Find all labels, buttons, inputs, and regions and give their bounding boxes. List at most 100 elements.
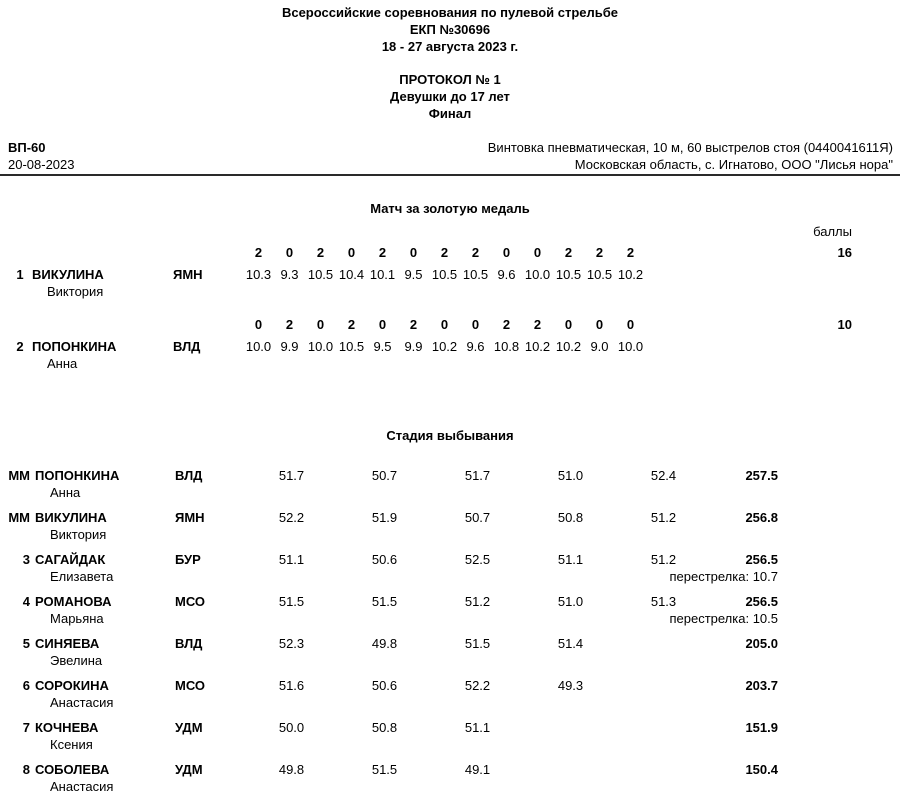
elim-second-line: Эвелина [0, 652, 900, 669]
elim-shootoff: перестрелка: 10.5 [669, 611, 778, 626]
elimination-rows: ММ ПОПОНКИНА ВЛД 51.7 50.7 51.7 51.0 52.4 25… [0, 467, 900, 795]
elim-surname: ВИКУЛИНА [35, 510, 107, 525]
match-points-spacer [8, 244, 243, 261]
match-rank: 2 [16, 339, 24, 354]
match-total-points: 10 [837, 317, 852, 332]
elim-total: 256.5 [745, 552, 778, 567]
elim-total: 150.4 [745, 762, 778, 777]
shot-value: 9.5 [404, 267, 423, 282]
series-value: 49.8 [278, 762, 305, 777]
series-value: 51.5 [371, 594, 398, 609]
elim-second-line: Ксения [0, 736, 900, 753]
stage-label: Финал [428, 106, 472, 121]
shot-value: 9.3 [280, 267, 299, 282]
elim-main-line: ММ ВИКУЛИНА ЯМН 52.2 51.9 50.7 50.8 51.2 256… [0, 509, 900, 526]
series-value: 49.3 [557, 678, 584, 693]
shot-point-value: 0 [471, 317, 480, 332]
elimination-row: ММ ВИКУЛИНА ЯМН 52.2 51.9 50.7 50.8 51.2 256… [0, 509, 900, 543]
elim-second-line: Марьяна перестрелка: 10.5 [0, 610, 900, 627]
elim-second-line: Анастасия [0, 778, 900, 795]
elim-rank-spacer [5, 484, 30, 501]
shot-value: 9.6 [497, 267, 516, 282]
elim-main-line: ММ ПОПОНКИНА ВЛД 51.7 50.7 51.7 51.0 52.4 25… [0, 467, 900, 484]
match-rank-spacer [8, 355, 32, 372]
shot-point-value: 0 [502, 245, 511, 260]
elimination-row: 7 КОЧНЕВА УДМ 50.0 50.8 51.1 151.9 Ксения [0, 719, 900, 753]
elim-firstname: Эвелина [50, 653, 103, 668]
shot-value: 10.2 [555, 339, 582, 354]
event-code: ВП-60 [8, 140, 46, 155]
shot-point-value: 0 [626, 317, 635, 332]
category-label: Девушки до 17 лет [390, 89, 510, 104]
elim-surname: СИНЯЕВА [35, 636, 100, 651]
shot-value: 10.5 [555, 267, 582, 282]
elim-rank-spacer [5, 778, 30, 795]
elim-main-line: 4 РОМАНОВА МСО 51.5 51.5 51.2 51.0 51.3 256.… [0, 593, 900, 610]
series-value: 51.2 [650, 552, 677, 567]
elim-region: УДМ [175, 762, 203, 777]
elim-region: МСО [175, 678, 206, 693]
series-value [617, 719, 710, 736]
elim-surname: СОБОЛЕВА [35, 762, 110, 777]
elim-second-line: Виктория [0, 526, 900, 543]
series-value: 50.8 [557, 510, 584, 525]
elim-rank: 6 [22, 678, 30, 693]
series-value [617, 635, 710, 652]
elim-rank: 5 [22, 636, 30, 651]
elim-total: 205.0 [745, 636, 778, 651]
event-date: 20-08-2023 [8, 157, 75, 172]
shot-value: 10.0 [524, 267, 551, 282]
series-value: 50.0 [278, 720, 305, 735]
shot-value: 10.5 [338, 339, 365, 354]
competition-code: ЕКП №30696 [409, 22, 491, 37]
competition-title: Всероссийские соревнования по пулевой ст… [281, 5, 619, 20]
elim-total: 151.9 [745, 720, 778, 735]
series-value: 51.2 [464, 594, 491, 609]
info-bar: ВП-60 20-08-2023 Винтовка пневматическая… [0, 139, 900, 176]
elim-rank-spacer [5, 694, 30, 711]
series-value: 51.1 [464, 720, 491, 735]
elim-rank: 3 [22, 552, 30, 567]
shot-point-value: 2 [533, 317, 542, 332]
match-surname: ВИКУЛИНА [32, 267, 104, 282]
series-value: 51.4 [557, 636, 584, 651]
info-left: ВП-60 20-08-2023 [8, 139, 75, 173]
shot-value: 10.0 [307, 339, 334, 354]
elim-rank: ММ [8, 510, 30, 525]
shot-point-value: 0 [564, 317, 573, 332]
series-value: 50.7 [371, 468, 398, 483]
elim-firstname: Анастасия [50, 695, 114, 710]
match-total-points: 16 [837, 245, 852, 260]
elim-total: 256.8 [745, 510, 778, 525]
match-region: ВЛД [173, 339, 201, 354]
shot-value: 10.5 [586, 267, 613, 282]
shot-value: 10.2 [431, 339, 458, 354]
shot-point-value: 0 [316, 317, 325, 332]
shot-point-value: 2 [316, 245, 325, 260]
info-right: Винтовка пневматическая, 10 м, 60 выстре… [488, 139, 893, 173]
elim-region: БУР [175, 552, 201, 567]
elim-firstname: Марьяна [50, 611, 104, 626]
elim-rank: ММ [8, 468, 30, 483]
elim-rank: 8 [22, 762, 30, 777]
elim-total: 256.5 [745, 594, 778, 609]
elim-rank-spacer [5, 736, 30, 753]
series-value [617, 677, 710, 694]
shot-value: 9.0 [590, 339, 609, 354]
series-value: 51.0 [557, 594, 584, 609]
elimination-row: 3 САГАЙДАК БУР 51.1 50.6 52.5 51.1 51.2 256.… [0, 551, 900, 585]
elimination-row: ММ ПОПОНКИНА ВЛД 51.7 50.7 51.7 51.0 52.4 25… [0, 467, 900, 501]
series-value: 51.7 [464, 468, 491, 483]
shot-point-value: 2 [285, 317, 294, 332]
match-firstname: Виктория [47, 284, 104, 299]
elim-second-line: Анна [0, 484, 900, 501]
series-value: 50.8 [371, 720, 398, 735]
elim-main-line: 8 СОБОЛЕВА УДМ 49.8 51.5 49.1 150.4 [0, 761, 900, 778]
series-value: 52.3 [278, 636, 305, 651]
shot-point-value: 2 [502, 317, 511, 332]
elim-surname: РОМАНОВА [35, 594, 112, 609]
protocol-number: ПРОТОКОЛ № 1 [399, 72, 501, 87]
points-column-header: баллы [813, 224, 852, 239]
match-firstname: Анна [47, 356, 78, 371]
series-value: 51.5 [371, 762, 398, 777]
